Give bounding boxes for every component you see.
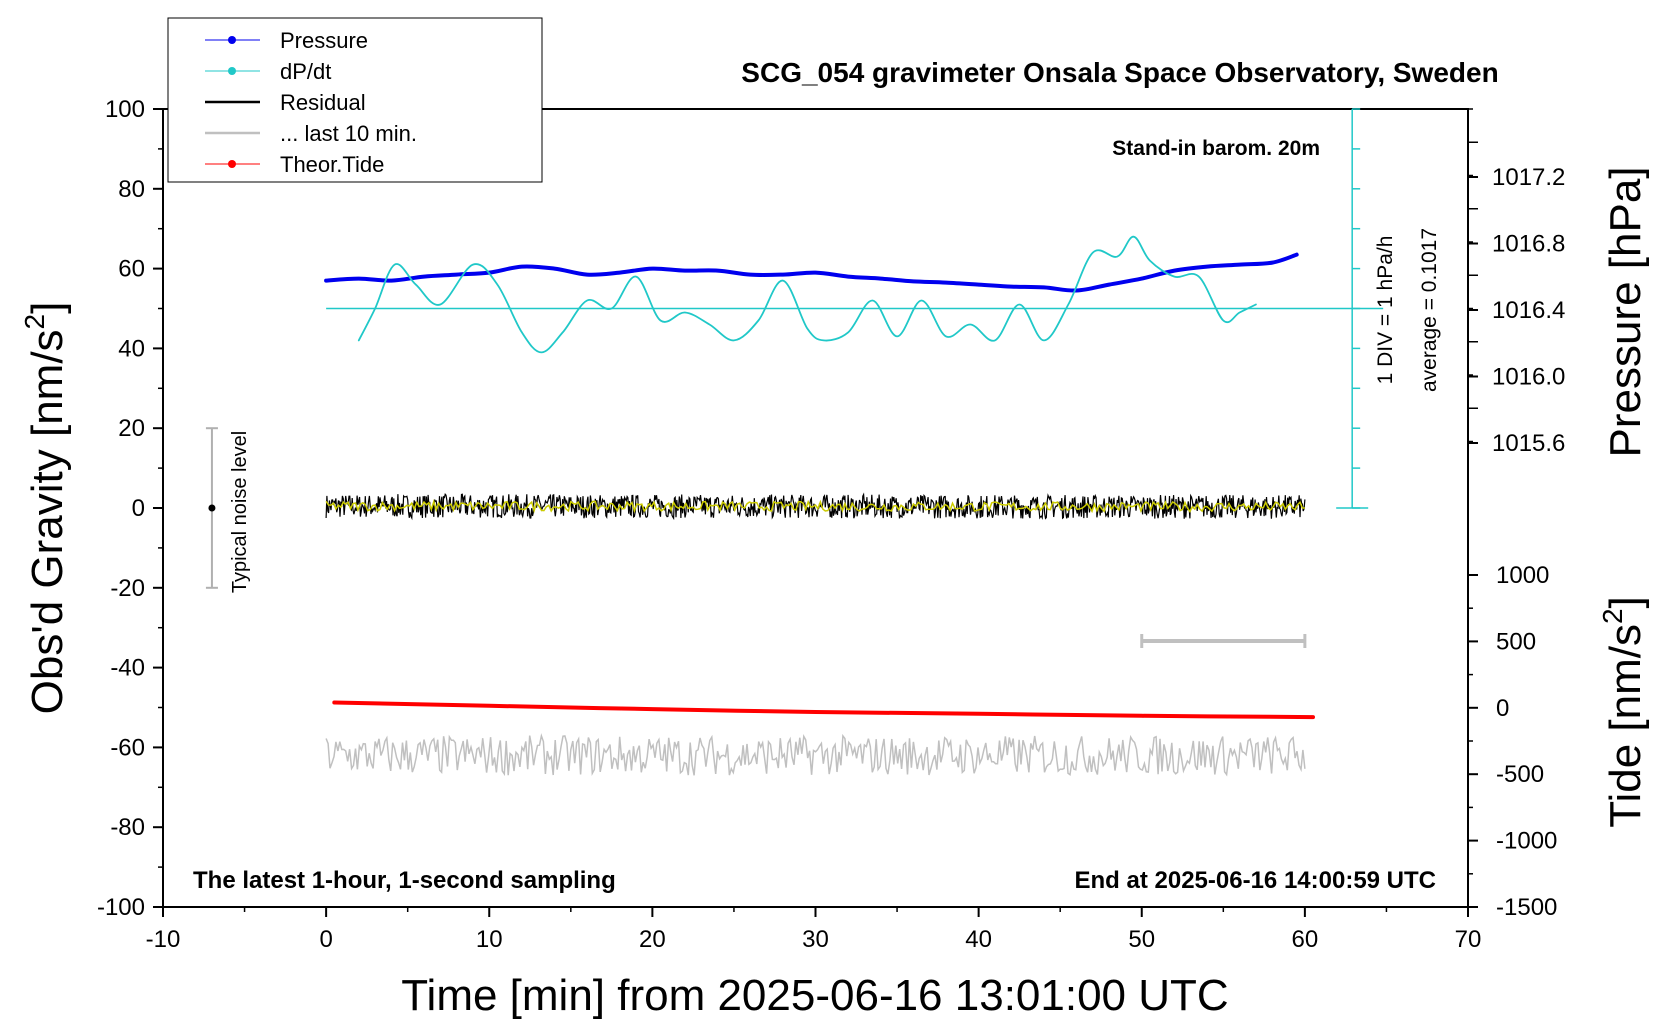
x-tick-label: -10 bbox=[146, 926, 181, 953]
legend-swatch-dot bbox=[228, 67, 236, 75]
average-label: average = 0.1017 bbox=[1418, 228, 1441, 392]
y3-tick-label: 0 bbox=[1496, 695, 1509, 722]
y2-tick-label: 1015.6 bbox=[1492, 430, 1565, 457]
y-tick-label: -100 bbox=[97, 894, 145, 921]
legend: Pressure dP/dt Residual ... last 10 min. The… bbox=[167, 17, 543, 183]
series-theor-tide-line bbox=[332, 700, 1315, 720]
legend-frame bbox=[167, 17, 543, 183]
legend-label: Pressure bbox=[280, 28, 368, 53]
y2-axis-label: Pressure [hPa] bbox=[1601, 166, 1650, 457]
y-axis-label-sup: 2 bbox=[19, 314, 50, 330]
y3-axis-label-end: ] bbox=[1601, 596, 1650, 608]
series-last-10-min-line bbox=[325, 733, 1306, 777]
y3-tick-label: -500 bbox=[1496, 761, 1544, 788]
div-label: 1 DIV = 1 hPa/h bbox=[1374, 236, 1397, 385]
legend-swatch-dot bbox=[228, 160, 236, 168]
noise-level-label: Typical noise level bbox=[229, 431, 251, 593]
x-tick-label: 60 bbox=[1292, 926, 1319, 953]
y-tick-label: 40 bbox=[118, 335, 145, 362]
chart-title: SCG_054 gravimeter Onsala Space Observat… bbox=[741, 57, 1498, 88]
y3-tick-label: -1000 bbox=[1496, 828, 1557, 855]
legend-label: ... last 10 min. bbox=[280, 121, 417, 146]
y3-tick-label: 1000 bbox=[1496, 562, 1549, 589]
series-residual-smoothed-line bbox=[325, 499, 1305, 514]
y-tick-label: -40 bbox=[110, 655, 145, 682]
x-tick-label: 70 bbox=[1455, 926, 1482, 953]
legend-label: Residual bbox=[280, 90, 366, 115]
x-tick-label: 40 bbox=[965, 926, 992, 953]
y3-tick-label: 500 bbox=[1496, 628, 1536, 655]
x-tick-label: 10 bbox=[476, 926, 503, 953]
barometer-note: Stand-in barom. 20m bbox=[1112, 137, 1320, 160]
chart-marks bbox=[205, 108, 1384, 777]
series-pressure-line bbox=[324, 252, 1299, 293]
end-time-note: End at 2025-06-16 14:00:59 UTC bbox=[1075, 867, 1437, 894]
series-residual-line bbox=[325, 492, 1306, 521]
y-tick-label: 0 bbox=[132, 495, 145, 522]
y-tick-label: -20 bbox=[110, 575, 145, 602]
series-dp-dt-line bbox=[357, 235, 1257, 354]
legend-items: Pressure dP/dt Residual ... last 10 min. The… bbox=[205, 28, 417, 177]
y3-axis-label-sup: 2 bbox=[1597, 608, 1628, 624]
y-axis-label-end: ] bbox=[23, 302, 72, 314]
y-tick-label: 100 bbox=[105, 96, 145, 123]
x-axis-label: Time [min] from 2025-06-16 13:01:00 UTC bbox=[401, 971, 1228, 1020]
y-axis-label: Obs'd Gravity [nm/s2] bbox=[19, 302, 72, 715]
y3-tick-label: -1500 bbox=[1496, 894, 1557, 921]
y-tick-label: -80 bbox=[110, 814, 145, 841]
y-tick-label: 80 bbox=[118, 176, 145, 203]
y2-tick-label: 1016.4 bbox=[1492, 297, 1565, 324]
axis-ticks: -10 0 10 20 30 40 50 60 70100806040200-20-40-60-… bbox=[97, 96, 1565, 953]
y3-axis-label: Tide [nm/s2] bbox=[1597, 596, 1650, 828]
x-tick-label: 50 bbox=[1128, 926, 1155, 953]
y-axis-label-main: Obs'd Gravity [nm/s bbox=[23, 329, 72, 714]
y2-tick-label: 1017.2 bbox=[1492, 164, 1565, 191]
x-tick-label: 20 bbox=[639, 926, 666, 953]
legend-swatch-dot bbox=[228, 36, 236, 44]
noise-bar-dot bbox=[208, 504, 216, 512]
x-tick-label: 0 bbox=[319, 926, 332, 953]
y2-tick-label: 1016.8 bbox=[1492, 231, 1565, 258]
sampling-note: The latest 1-hour, 1-second sampling bbox=[193, 867, 616, 894]
legend-label: Theor.Tide bbox=[280, 152, 384, 177]
y-tick-label: 20 bbox=[118, 415, 145, 442]
y-tick-label: -60 bbox=[110, 734, 145, 761]
y2-tick-label: 1016.0 bbox=[1492, 364, 1565, 391]
x-tick-label: 30 bbox=[802, 926, 829, 953]
y3-axis-label-main: Tide [nm/s bbox=[1601, 624, 1650, 828]
y-tick-label: 60 bbox=[118, 256, 145, 283]
legend-label: dP/dt bbox=[280, 59, 331, 84]
